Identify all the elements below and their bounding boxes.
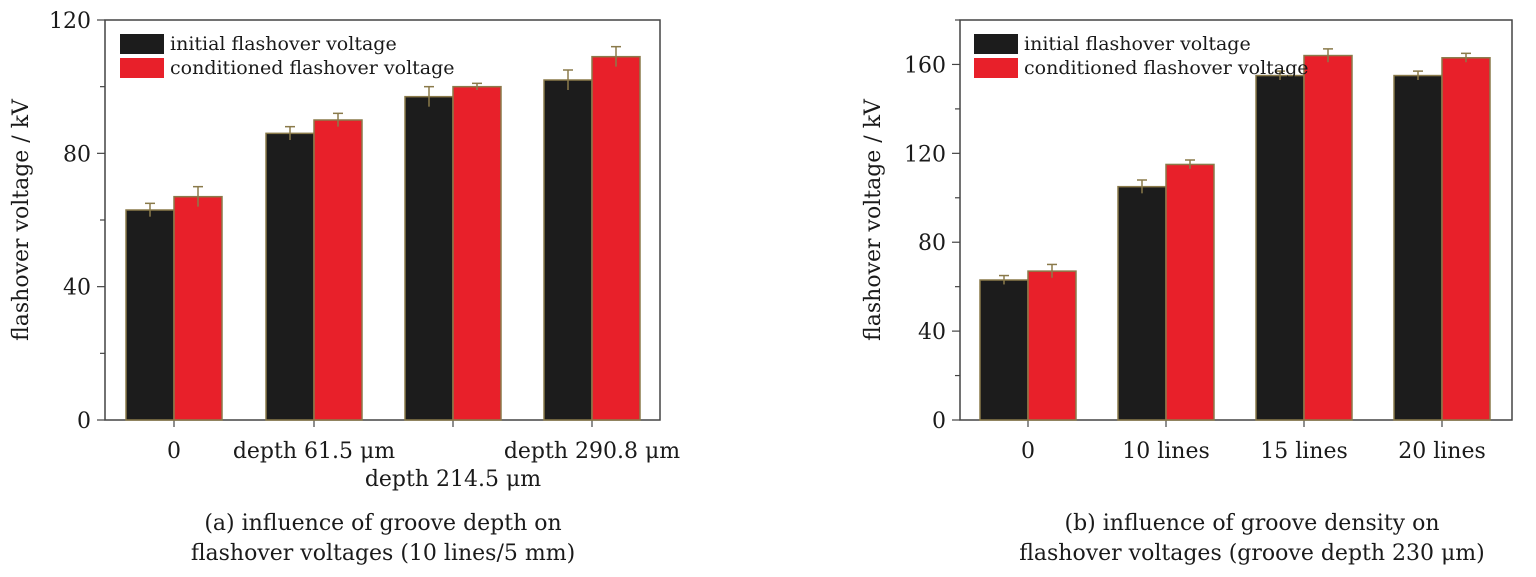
initial-bar [265, 132, 315, 421]
legend-swatch [120, 34, 164, 54]
x-tick-label: 20 lines [1398, 439, 1486, 464]
legend-label: initial flashover voltage [1024, 33, 1251, 55]
y-tick-label: 160 [904, 53, 946, 78]
caption-line-1: (b) influence of groove density on [1065, 511, 1440, 536]
initial-bar [1255, 74, 1305, 421]
y-axis-label: flashover voltage / kV [9, 98, 34, 341]
x-tick-label: 15 lines [1260, 439, 1348, 464]
error-bar [424, 85, 434, 107]
x-tick-label: 0 [1021, 439, 1035, 464]
caption-line-2: flashover voltages (groove depth 230 μm) [1019, 541, 1485, 566]
legend-swatch [120, 58, 164, 78]
error-bar [1137, 179, 1147, 194]
conditioned-bar [313, 119, 363, 421]
error-bar [1461, 52, 1471, 63]
x-tick-label: depth 214.5 μm [365, 467, 541, 492]
error-bar [999, 274, 1009, 285]
y-tick-label: 0 [932, 409, 946, 434]
chart-a: 0 40 80 120 0 depth 61.5 μm depth 214.5 μm dept… [9, 9, 680, 566]
conditioned-bar [452, 85, 502, 421]
initial-bar [979, 279, 1029, 421]
initial-bar [1393, 74, 1443, 421]
initial-bar [543, 79, 593, 421]
conditioned-bar [1027, 270, 1077, 421]
conditioned-bar [173, 195, 223, 421]
initial-bar [1117, 185, 1167, 421]
legend-swatch [974, 58, 1018, 78]
caption-line-1: (a) influence of groove depth on [204, 511, 561, 536]
caption-line-2: flashover voltages (10 lines/5 mm) [191, 541, 575, 566]
y-tick-label: 40 [63, 276, 91, 301]
error-bar [333, 112, 343, 127]
error-bar [1185, 159, 1195, 169]
error-bar [1323, 48, 1333, 63]
error-bar [563, 69, 573, 90]
error-bar [193, 185, 203, 207]
x-tick-label: depth 61.5 μm [233, 439, 395, 464]
error-bar [285, 125, 295, 140]
y-tick-label: 80 [918, 231, 946, 256]
plot-frame [959, 19, 1513, 421]
legend-swatch [974, 34, 1018, 54]
error-bar [1047, 263, 1057, 278]
conditioned-bar [591, 55, 641, 421]
error-bar [611, 45, 621, 67]
legend-label: initial flashover voltage [170, 33, 397, 55]
y-tick-label: 120 [49, 9, 91, 34]
y-tick-label: 120 [904, 142, 946, 167]
y-tick-label: 80 [63, 142, 91, 167]
y-tick-label: 40 [918, 320, 946, 345]
x-tick-label: 10 lines [1122, 439, 1210, 464]
conditioned-bar [1303, 54, 1353, 421]
x-tick-label: 0 [167, 439, 181, 464]
error-bar [145, 202, 155, 217]
y-tick-label: 0 [77, 409, 91, 434]
error-bar [472, 82, 482, 90]
conditioned-bar [1165, 163, 1215, 421]
error-bar [1275, 70, 1285, 80]
legend-label: conditioned flashover voltage [1024, 57, 1309, 79]
legend-label: conditioned flashover voltage [170, 57, 455, 79]
x-tick-label: depth 290.8 μm [504, 439, 680, 464]
conditioned-bar [1441, 57, 1491, 421]
initial-bar [404, 95, 454, 421]
y-axis-label: flashover voltage / kV [861, 98, 886, 341]
error-bar [1413, 70, 1423, 80]
chart-b: 0 40 80 120 160 0 10 lines 15 lines 20 lines flas… [861, 19, 1513, 566]
initial-bar [125, 209, 175, 421]
